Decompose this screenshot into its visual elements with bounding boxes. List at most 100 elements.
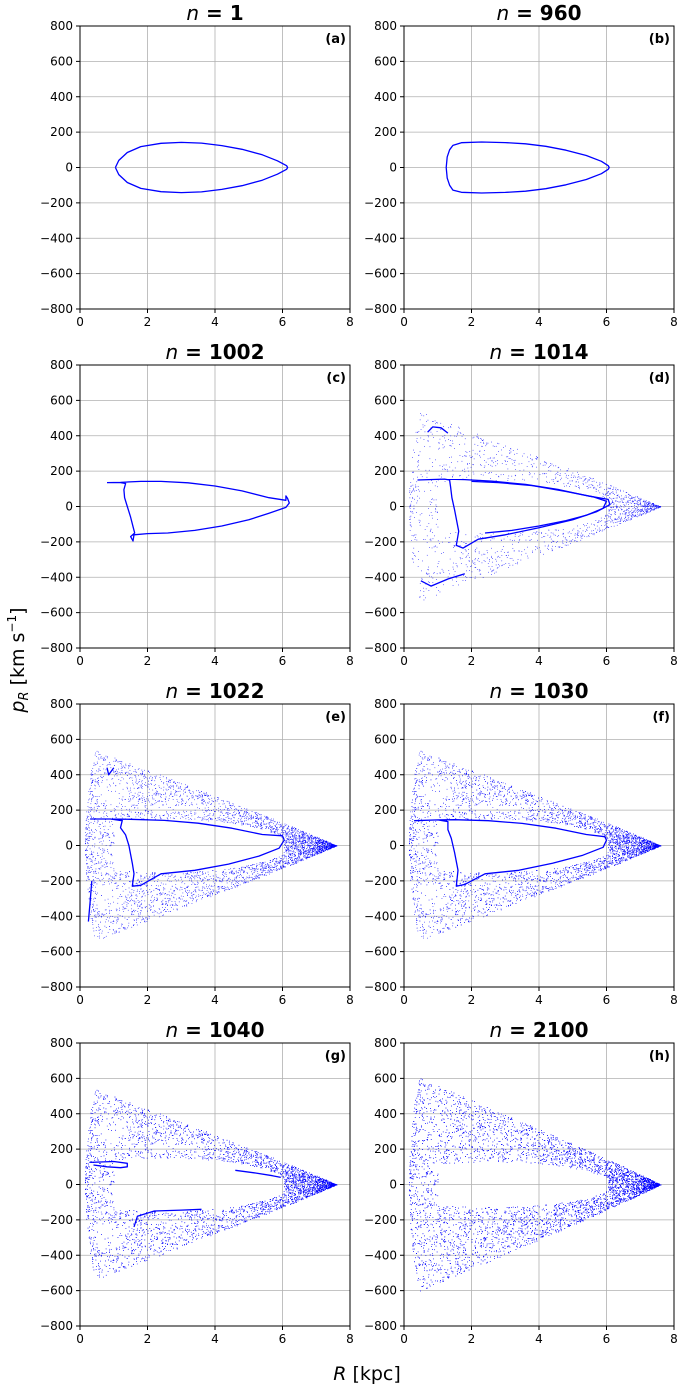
scatter-point (184, 888, 186, 889)
scatter-point (292, 848, 294, 850)
scatter-point (324, 848, 326, 850)
panel-tag: (b) (649, 32, 670, 47)
scatter-point (412, 558, 414, 560)
scatter-point (194, 812, 195, 814)
scatter-point (419, 524, 421, 526)
scatter-point (303, 847, 305, 849)
scatter-point (570, 477, 572, 478)
scatter-point (257, 876, 258, 878)
scatter-point (196, 899, 198, 900)
scatter-point (457, 461, 459, 463)
scatter-point (612, 502, 614, 503)
scatter-point (421, 414, 423, 416)
scatter-point (218, 891, 220, 893)
scatter-point (302, 847, 304, 848)
scatter-point (649, 503, 651, 504)
scatter-point (561, 477, 562, 479)
scatter-point (140, 773, 142, 774)
scatter-point (281, 830, 283, 831)
scatter-point (224, 888, 225, 889)
scatter-point (145, 883, 147, 884)
scatter-point (607, 527, 609, 528)
scatter-point (91, 798, 92, 800)
scatter-point (262, 869, 264, 870)
scatter-point (474, 559, 476, 561)
scatter-point (299, 850, 301, 851)
scatter-point (291, 851, 293, 853)
scatter-point (95, 893, 96, 894)
scatter-point (438, 561, 440, 562)
scatter-point (304, 837, 305, 839)
scatter-point (141, 919, 143, 921)
scatter-point (117, 806, 119, 808)
scatter-point (205, 793, 207, 795)
scatter-point (230, 805, 231, 807)
scatter-point (604, 525, 606, 526)
scatter-point (414, 452, 415, 453)
scatter-point (468, 560, 470, 561)
scatter-point (307, 839, 309, 840)
scatter-point (168, 911, 170, 912)
scatter-point (176, 784, 178, 786)
scatter-point (89, 827, 90, 829)
scatter-point (657, 507, 659, 509)
scatter-point (147, 892, 148, 893)
scatter-point (420, 437, 422, 439)
scatter-point (121, 772, 122, 773)
scatter-point (218, 877, 220, 879)
scatter-point (299, 854, 301, 856)
scatter-point (98, 754, 100, 755)
scatter-point (113, 876, 115, 878)
orbit-curve (420, 573, 465, 587)
scatter-point (409, 490, 411, 492)
scatter-point (301, 846, 303, 848)
scatter-point (285, 841, 287, 843)
scatter-point (254, 878, 255, 879)
scatter-point (272, 860, 274, 862)
scatter-point (242, 823, 244, 824)
scatter-point (171, 793, 172, 795)
scatter-point (86, 863, 88, 865)
scatter-point (112, 833, 113, 834)
scatter-point (631, 509, 633, 511)
scatter-point (536, 466, 537, 468)
scatter-point (229, 804, 231, 806)
scatter-point (414, 539, 416, 540)
scatter-point (135, 811, 137, 813)
scatter-point (494, 572, 495, 574)
scatter-point (626, 510, 627, 511)
scatter-point (165, 904, 166, 905)
scatter-point (147, 891, 149, 893)
scatter-point (108, 852, 109, 854)
scatter-point (621, 499, 623, 501)
scatter-point (617, 518, 618, 520)
scatter-point (125, 876, 127, 877)
scatter-point (264, 815, 266, 817)
scatter-point (171, 895, 172, 897)
scatter-point (97, 908, 98, 910)
scatter-point (227, 879, 229, 880)
scatter-point (426, 573, 428, 575)
scatter-point (294, 853, 295, 855)
scatter-point (459, 455, 461, 456)
scatter-point (157, 801, 159, 802)
scatter-point (256, 878, 258, 879)
scatter-point (428, 436, 429, 438)
scatter-point (166, 789, 168, 791)
scatter-point (321, 840, 322, 842)
scatter-point (635, 515, 636, 517)
scatter-point (300, 840, 301, 842)
scatter-point (152, 789, 154, 791)
scatter-point (652, 504, 654, 506)
scatter-point (280, 867, 282, 868)
scatter-point (149, 916, 150, 917)
scatter-point (291, 857, 293, 859)
scatter-point (94, 916, 96, 917)
scatter-point (262, 867, 263, 868)
scatter-point (459, 475, 461, 476)
scatter-point (250, 880, 251, 881)
scatter-point (598, 522, 600, 523)
scatter-point (531, 458, 533, 460)
scatter-point (564, 473, 566, 474)
scatter-point (514, 465, 516, 466)
